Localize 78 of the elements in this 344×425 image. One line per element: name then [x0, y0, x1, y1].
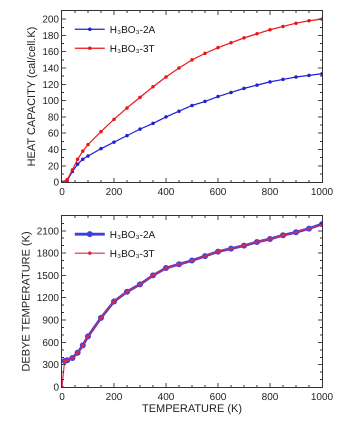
point [151, 85, 155, 89]
point [112, 140, 116, 144]
y-tick-label: 600 [42, 338, 60, 349]
point [99, 130, 103, 134]
point [81, 158, 85, 162]
point [125, 134, 129, 138]
point [281, 78, 285, 82]
point [203, 52, 207, 56]
y-tick-label: 200 [42, 14, 60, 26]
line-series [62, 17, 322, 182]
y-tick-label: 300 [42, 360, 60, 372]
y-tick-label: 160 [42, 47, 60, 58]
y-tick-label: 2100 [36, 226, 60, 238]
x-tick-label: 1000 [310, 187, 334, 198]
x-tick-label: 200 [106, 392, 123, 403]
point [268, 28, 272, 32]
legend-label: H₃BO₃-2A [110, 25, 156, 36]
y-tick-label: 80 [48, 112, 60, 124]
point [294, 75, 298, 79]
x-tick-label: 200 [106, 187, 123, 198]
y-tick-label: 60 [48, 128, 60, 140]
point [177, 66, 181, 70]
point [76, 158, 80, 162]
point [112, 118, 116, 122]
legend-label: H₃BO₃-3T [110, 249, 155, 260]
y-tick-label: 20 [48, 161, 60, 172]
y-tick-label: 180 [42, 30, 60, 42]
y-tick-label: 0 [53, 178, 60, 189]
point [81, 149, 85, 153]
point [151, 122, 155, 126]
y-tick-label: 1500 [36, 270, 60, 282]
y-axis-title: HEAT CAPACITY (cal/cell.K) [26, 26, 38, 166]
y-tick-label: 0 [53, 382, 60, 394]
point [76, 162, 80, 166]
point [190, 104, 194, 108]
line-series [62, 72, 322, 182]
point [268, 80, 272, 84]
point [229, 90, 233, 94]
point [307, 19, 311, 23]
point [190, 58, 194, 62]
x-tick-label: 400 [158, 392, 175, 403]
point [255, 83, 259, 87]
point [229, 41, 233, 45]
point [138, 127, 142, 131]
point [294, 21, 298, 25]
y-tick-label: 120 [42, 80, 60, 91]
y-tick-label: 1800 [36, 248, 60, 260]
point [242, 36, 246, 40]
x-tick-label: 600 [210, 392, 227, 403]
y-tick-label: 40 [48, 144, 60, 156]
x-tick-label: 800 [262, 392, 279, 403]
point [281, 24, 285, 28]
x-tick-label: 800 [262, 187, 279, 198]
y-tick-label: 100 [42, 96, 60, 108]
x-tick-label: 1000 [310, 392, 334, 403]
legend-label: H₃BO₃-3T [110, 44, 155, 56]
point [203, 100, 207, 104]
point [307, 74, 311, 78]
point [216, 46, 220, 50]
point [164, 75, 168, 79]
x-tick-label: 600 [210, 187, 227, 198]
x-axis-title: TEMPERATURE (K) [142, 403, 242, 416]
y-tick-label: 140 [42, 64, 60, 75]
point [255, 32, 259, 36]
point [177, 109, 181, 113]
point [86, 142, 90, 146]
point [86, 154, 90, 158]
y-axis-title: DEBYE TEMPERATURE (K) [20, 231, 32, 372]
point [242, 86, 246, 90]
x-tick-label: 400 [158, 187, 175, 198]
point [216, 94, 220, 98]
point [164, 115, 168, 119]
point [138, 96, 142, 100]
legend-label: H₃BO₃-2A [110, 230, 156, 242]
point [99, 146, 103, 150]
y-tick-label: 900 [42, 316, 60, 327]
point [125, 106, 129, 110]
y-tick-label: 1200 [36, 293, 60, 304]
